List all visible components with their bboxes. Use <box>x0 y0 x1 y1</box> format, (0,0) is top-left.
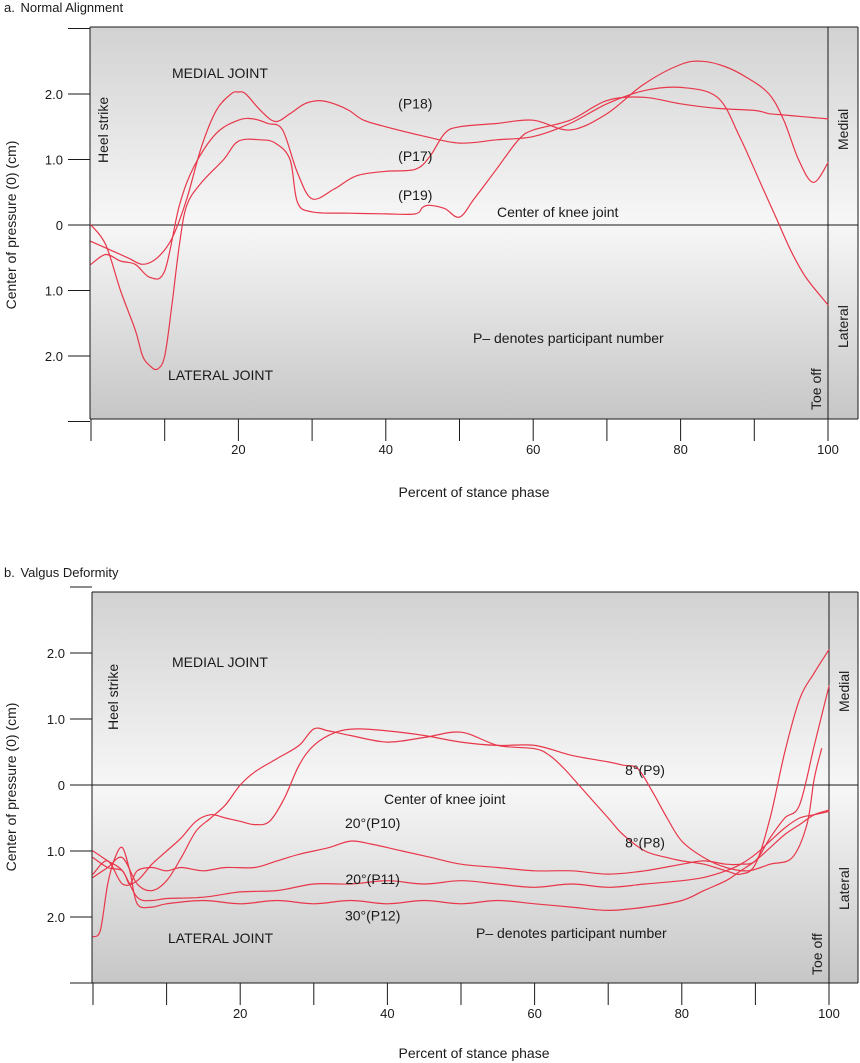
lateral-joint-label: LATERAL JOINT <box>168 367 273 383</box>
series-line-p19 <box>90 96 829 371</box>
y-ticks: 2.0 1.0 0 1.0 2.0 <box>45 28 90 422</box>
series-label: (P19) <box>398 187 432 203</box>
x-tick-label: 100 <box>817 442 839 457</box>
heel-strike-label: Heel strike <box>105 664 121 730</box>
x-axis-label: Percent of stance phase <box>399 1045 550 1061</box>
series-label: 30°(P12) <box>345 907 400 923</box>
toe-off-label: Toe off <box>809 933 825 975</box>
y-tick-label: 1.0 <box>45 153 63 168</box>
y-tick-label: 1.0 <box>47 844 65 859</box>
series-line-30-p12 <box>92 809 830 938</box>
series-label: 8°(P9) <box>625 762 665 778</box>
series-line-8-p8 <box>92 649 830 892</box>
medial-joint-label: MEDIAL JOINT <box>172 65 268 81</box>
x-tick-label: 40 <box>379 442 393 457</box>
participant-note: P– denotes participant number <box>473 330 664 346</box>
x-tick-label: 100 <box>818 1006 840 1021</box>
medial-side-label: Medial <box>835 109 851 150</box>
x-tick-label: 40 <box>380 1006 394 1021</box>
x-tick-label: 20 <box>231 442 245 457</box>
x-ticks: 20 40 60 80 100 <box>90 419 839 457</box>
series-label: 8°(P8) <box>625 835 665 851</box>
series-line-p18 <box>90 86 829 306</box>
x-axis-label: Percent of stance phase <box>399 484 550 500</box>
plot-background <box>90 27 858 419</box>
x-tick-label: 60 <box>526 442 540 457</box>
x-tick-label: 60 <box>527 1006 541 1021</box>
series-labels: (P18) (P17) (P19) <box>398 95 432 203</box>
series-line-8-p9 <box>92 728 823 886</box>
x-tick-label: 20 <box>233 1006 247 1021</box>
y-axis-label: Center of pressure (0) (cm) <box>3 703 19 872</box>
medial-side-label: Medial <box>836 671 852 712</box>
series-line-20-p11 <box>92 810 830 902</box>
series-group <box>92 649 830 938</box>
y-tick-label: 2.0 <box>47 646 65 661</box>
series-group <box>90 60 829 371</box>
series-label: 20°(P10) <box>345 815 400 831</box>
y-axis-label: Center of pressure (0) (cm) <box>3 141 19 310</box>
toe-off-label: Toe off <box>808 368 824 410</box>
lateral-side-label: Lateral <box>835 305 851 348</box>
y-tick-label: 2.0 <box>45 87 63 102</box>
y-ticks: 2.0 1.0 0 1.0 2.0 <box>47 586 92 984</box>
series-line-p17 <box>90 60 829 280</box>
lateral-side-label: Lateral <box>836 867 852 910</box>
panel-title: a. Normal Alignment <box>4 0 123 15</box>
panel-title: b. Valgus Deformity <box>4 565 119 580</box>
plot-background <box>92 592 858 983</box>
medial-joint-label: MEDIAL JOINT <box>172 654 268 670</box>
series-label: (P17) <box>398 148 432 164</box>
y-tick-label: 1.0 <box>47 712 65 727</box>
lateral-joint-label: LATERAL JOINT <box>168 930 273 946</box>
y-tick-label: 0 <box>58 778 65 793</box>
center-line-label: Center of knee joint <box>497 204 619 220</box>
chart-panel-valgus-deformity: b. Valgus Deformity 2.0 1.0 0 1.0 2.0 20 40 60… <box>3 565 859 1061</box>
series-label: 20°(P11) <box>345 871 399 887</box>
series-label: (P18) <box>398 95 432 111</box>
y-tick-label: 0 <box>56 218 63 233</box>
participant-note: P– denotes participant number <box>476 925 667 941</box>
chart-panel-normal-alignment: a. Normal Alignment 2.0 1.0 0 1.0 2.0 20 40 60… <box>3 0 859 500</box>
y-tick-label: 2.0 <box>47 910 65 925</box>
y-tick-label: 2.0 <box>45 349 63 364</box>
center-line-label: Center of knee joint <box>384 791 506 807</box>
series-line-20-p10 <box>92 685 830 885</box>
x-ticks: 20 40 60 80 100 <box>92 983 840 1021</box>
y-tick-label: 1.0 <box>45 284 63 299</box>
x-tick-label: 80 <box>673 442 687 457</box>
heel-strike-label: Heel strike <box>95 97 111 163</box>
x-tick-label: 80 <box>675 1006 689 1021</box>
series-labels: 8°(P9) 8°(P8) 20°(P10) 20°(P11) 30°(P12) <box>345 762 665 923</box>
